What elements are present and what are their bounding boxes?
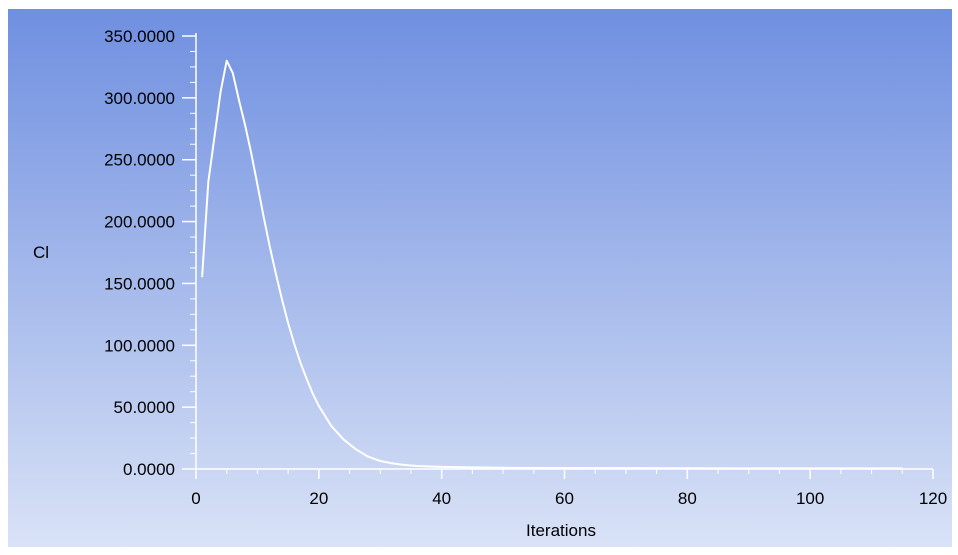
x-tick-label: 20 (309, 489, 328, 508)
y-tick-label: 0.0000 (123, 460, 175, 479)
y-tick-label: 50.0000 (114, 398, 175, 417)
y-tick-label: 100.0000 (104, 336, 175, 355)
y-axis-label: Cl (33, 243, 49, 262)
y-tick-label: 200.0000 (104, 213, 175, 232)
x-tick-label: 60 (555, 489, 574, 508)
x-tick-label: 40 (432, 489, 451, 508)
tick-labels: 0.0000 50.0000 100.0000 150.0000 200.0000 250… (104, 27, 947, 508)
plot-area (201, 59, 903, 470)
series-line (201, 59, 903, 470)
y-tick-label: 300.0000 (104, 89, 175, 108)
x-tick-label: 100 (796, 489, 824, 508)
x-axis-label: Iterations (526, 521, 596, 540)
x-tick-label: 80 (678, 489, 697, 508)
chart-background (8, 9, 952, 547)
x-tick-label: 120 (919, 489, 947, 508)
x-tick-label: 0 (191, 489, 200, 508)
y-tick-label: 250.0000 (104, 151, 175, 170)
y-tick-label: 350.0000 (104, 27, 175, 46)
y-tick-label: 150.0000 (104, 274, 175, 293)
